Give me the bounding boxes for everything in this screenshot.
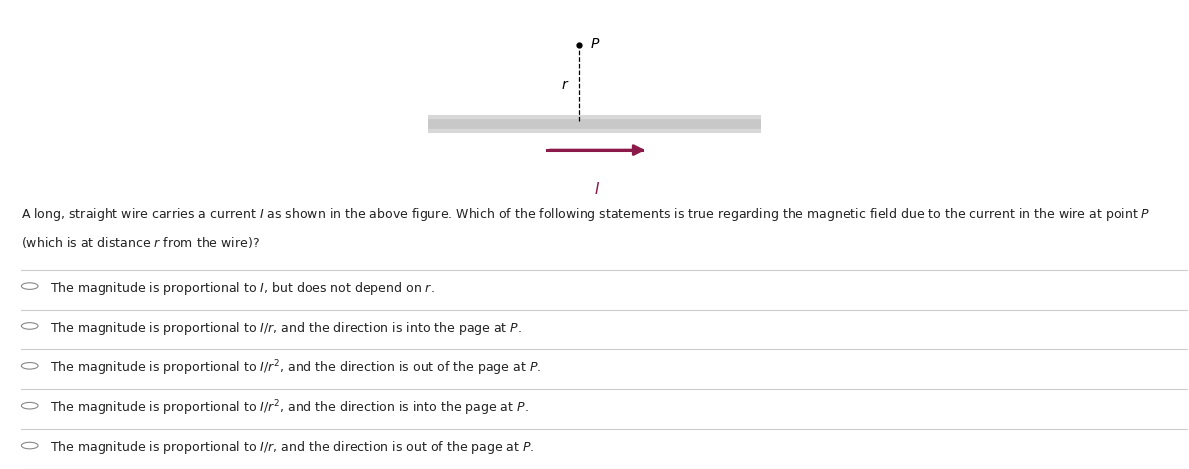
Text: $r$: $r$ xyxy=(561,78,570,92)
Text: The magnitude is proportional to $I/r$, and the direction is into the page at $P: The magnitude is proportional to $I/r$, … xyxy=(50,320,522,337)
Text: $P$: $P$ xyxy=(590,37,600,51)
Text: $I$: $I$ xyxy=(593,181,600,197)
Text: A long, straight wire carries a current $I$ as shown in the above figure. Which : A long, straight wire carries a current … xyxy=(21,206,1151,223)
Text: The magnitude is proportional to $I/r$, and the direction is out of the page at : The magnitude is proportional to $I/r$, … xyxy=(50,439,535,456)
Text: The magnitude is proportional to $I/r^2$, and the direction is into the page at : The magnitude is proportional to $I/r^2$… xyxy=(50,398,529,418)
Text: The magnitude is proportional to $I$, but does not depend on $r$.: The magnitude is proportional to $I$, bu… xyxy=(50,280,435,297)
Text: (which is at distance $r$ from the wire)?: (which is at distance $r$ from the wire)… xyxy=(21,234,260,250)
Text: The magnitude is proportional to $I/r^2$, and the direction is out of the page a: The magnitude is proportional to $I/r^2$… xyxy=(50,358,541,378)
